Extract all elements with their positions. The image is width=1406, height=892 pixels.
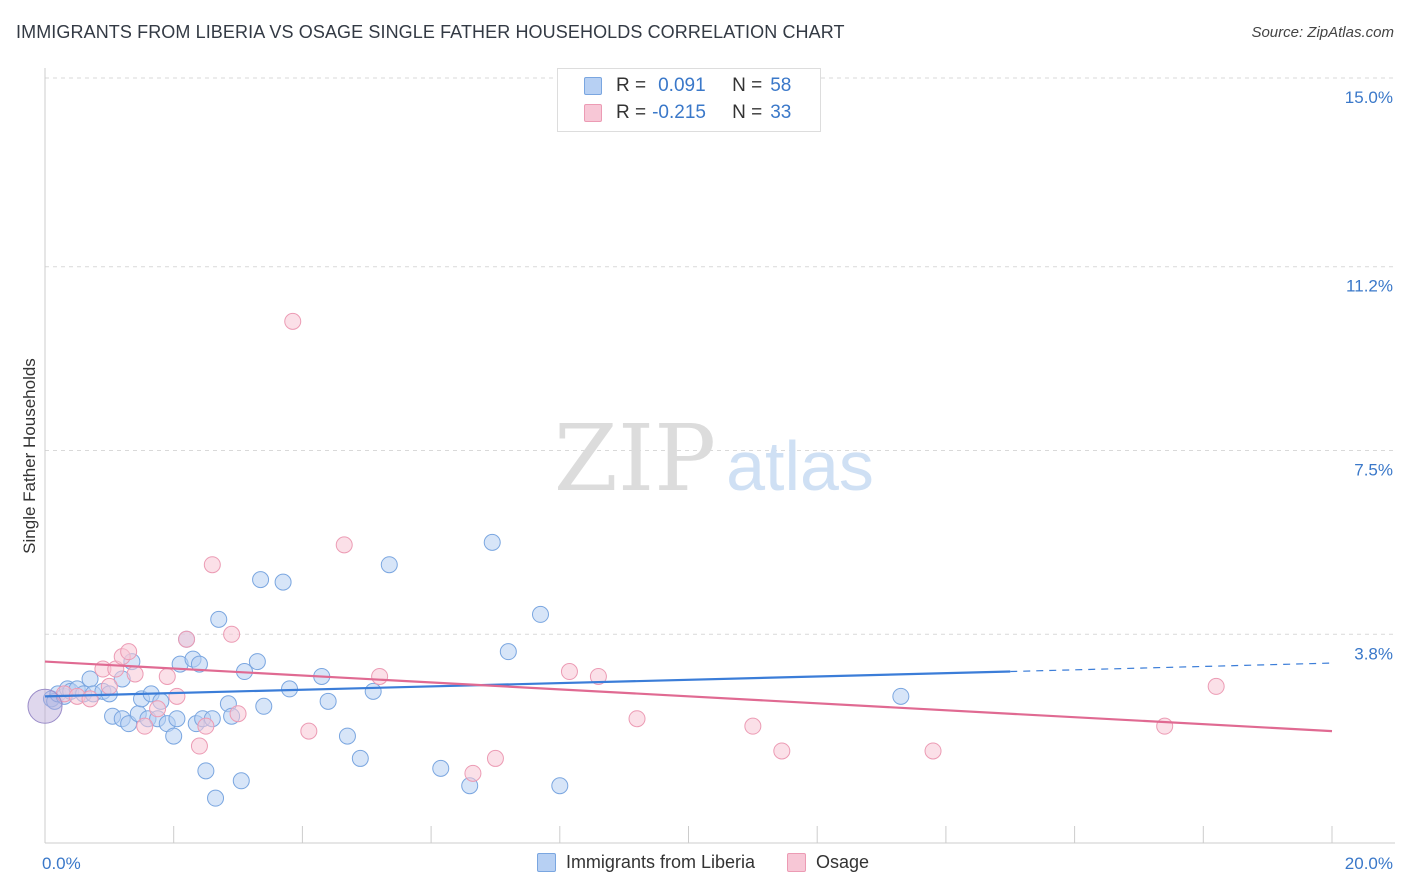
legend-r-label: R = xyxy=(616,75,647,96)
osage-point xyxy=(100,677,118,695)
legend-swatch-osage xyxy=(787,853,806,872)
osage-point xyxy=(284,312,302,330)
osage-point xyxy=(197,717,215,735)
osage-point xyxy=(81,690,99,708)
data-points xyxy=(27,312,1225,807)
stats-legend: R = 0.091 N = 58 R = -0.215 N = 33 xyxy=(557,68,821,132)
liberia-point xyxy=(499,643,517,661)
source-label: Source: ZipAtlas.com xyxy=(1251,24,1394,41)
liberia-point xyxy=(483,533,501,551)
osage-point xyxy=(744,717,762,735)
liberia-point xyxy=(531,605,549,623)
watermark-atlas: atlas xyxy=(726,427,874,505)
liberia-point xyxy=(380,556,398,574)
liberia-point xyxy=(190,655,208,673)
liberia-point xyxy=(892,687,910,705)
legend-n-value: 33 xyxy=(770,102,792,123)
legend-row-liberia: R = 0.091 N = 58 xyxy=(584,73,791,99)
legend-label-osage: Osage xyxy=(816,852,870,872)
liberia-point xyxy=(210,610,228,628)
osage-point xyxy=(158,667,176,685)
liberia-point xyxy=(351,749,369,767)
y-tick-label: 15.0% xyxy=(1345,88,1393,107)
legend-r-value: 0.091 xyxy=(658,75,706,96)
liberia-point xyxy=(248,653,266,671)
osage-point xyxy=(203,556,221,574)
liberia-point xyxy=(232,772,250,790)
osage-point xyxy=(589,667,607,685)
x-tick-label-min: 0.0% xyxy=(42,854,81,873)
y-tick-label: 11.2% xyxy=(1346,277,1393,296)
liberia-point xyxy=(432,759,450,777)
legend-r-label: R = xyxy=(616,102,647,123)
liberia-point xyxy=(255,697,273,715)
liberia-point xyxy=(338,727,356,745)
y-tick-label: 3.8% xyxy=(1354,644,1393,663)
chart-title: IMMIGRANTS FROM LIBERIA VS OSAGE SINGLE … xyxy=(16,22,845,42)
osage-point xyxy=(120,643,138,661)
liberia-trend-line xyxy=(44,670,1011,698)
legend-r-value: -0.215 xyxy=(652,102,706,123)
osage-point xyxy=(924,742,942,760)
cluster-point xyxy=(27,688,63,724)
osage-point xyxy=(560,663,578,681)
osage-point xyxy=(300,722,318,740)
osage-point xyxy=(136,717,154,735)
osage-point xyxy=(486,749,504,767)
osage-point xyxy=(773,742,791,760)
legend-swatch-liberia xyxy=(536,853,556,872)
tick-labels: 3.8% 7.5% 11.2% 15.0% 0.0% 20.0% xyxy=(42,88,1393,873)
series-legend: Immigrants from Liberia Osage xyxy=(0,852,1406,873)
liberia-point xyxy=(168,710,186,728)
legend-n-label: N = xyxy=(732,75,763,96)
osage-point xyxy=(229,705,247,723)
osage-point xyxy=(371,667,389,685)
osage-point xyxy=(1207,677,1225,695)
liberia-point xyxy=(319,692,337,710)
liberia-point xyxy=(252,571,270,589)
gridlines xyxy=(45,77,1395,635)
watermark-zip: ZIP xyxy=(554,405,716,512)
legend-item-liberia[interactable]: Immigrants from Liberia xyxy=(536,852,755,873)
liberia-point xyxy=(165,727,183,745)
osage-point xyxy=(178,630,196,648)
liberia-point xyxy=(364,682,382,700)
liberia-trend-extension xyxy=(1010,662,1333,673)
axes xyxy=(44,68,1395,844)
legend-row-osage: R = -0.215 N = 33 xyxy=(584,100,791,126)
liberia-point xyxy=(197,762,215,780)
legend-swatch-liberia xyxy=(584,77,602,95)
osage-point xyxy=(628,710,646,728)
osage-point xyxy=(149,700,167,718)
osage-point xyxy=(223,625,241,643)
legend-label-liberia: Immigrants from Liberia xyxy=(565,852,755,872)
osage-point xyxy=(168,687,186,705)
osage-trend-line xyxy=(44,660,1333,733)
legend-item-osage[interactable]: Osage xyxy=(787,852,869,873)
y-tick-label: 7.5% xyxy=(1354,461,1393,480)
trend-lines xyxy=(44,660,1333,733)
osage-point xyxy=(335,536,353,554)
osage-point xyxy=(464,764,482,782)
legend-n-value: 58 xyxy=(770,75,792,96)
liberia-point xyxy=(207,789,225,807)
liberia-point xyxy=(274,573,292,591)
watermark: ZIP atlas xyxy=(554,405,874,512)
legend-swatch-osage xyxy=(584,104,602,122)
legend-n-label: N = xyxy=(732,102,763,123)
osage-point xyxy=(190,737,208,755)
x-tick-label-max: 20.0% xyxy=(1345,854,1393,873)
osage-point xyxy=(1156,717,1174,735)
liberia-point xyxy=(551,777,569,795)
osage-point xyxy=(126,665,144,683)
